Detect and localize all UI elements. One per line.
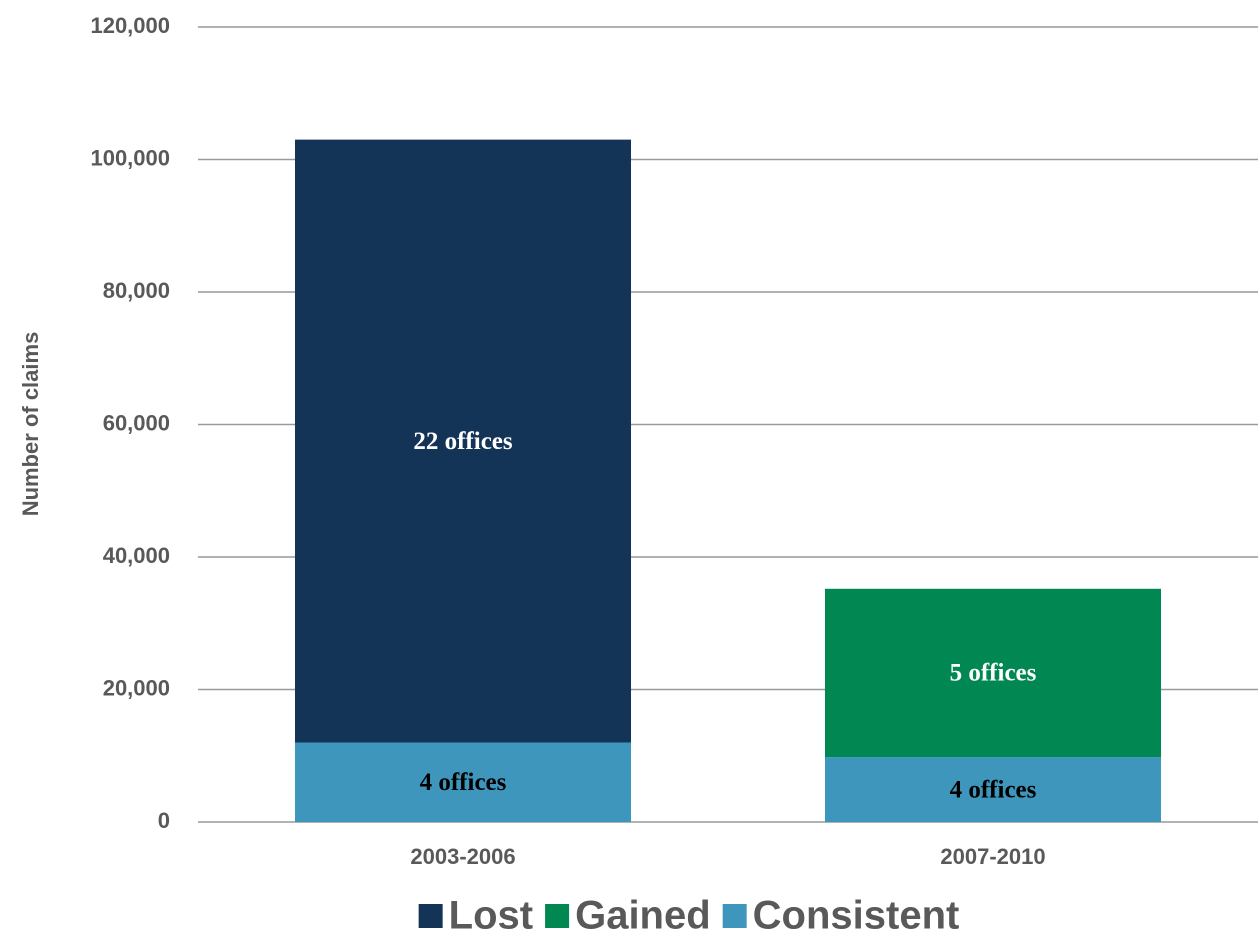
segment-label: 5 offices	[950, 660, 1037, 687]
segment-label: 4 offices	[950, 776, 1037, 803]
bar-segment	[824, 588, 1162, 758]
y-axis-title: Number of claims	[18, 332, 43, 517]
bar-segment	[824, 757, 1162, 822]
legend-swatch	[722, 904, 747, 928]
y-tick-label: 40,000	[103, 543, 170, 568]
y-tick-label: 80,000	[103, 278, 170, 303]
segment-label: 22 offices	[413, 428, 513, 455]
y-tick-label: 20,000	[103, 675, 170, 700]
legend-label: Gained	[575, 894, 711, 938]
y-tick-label: 60,000	[103, 410, 170, 435]
legend-label: Lost	[449, 894, 533, 938]
bar-segment	[294, 742, 632, 822]
legend-swatch	[418, 904, 443, 928]
y-tick-label: 100,000	[90, 145, 170, 170]
y-tick-label: 0	[158, 808, 170, 833]
bar-segment	[294, 139, 632, 743]
x-tick-label: 2003-2006	[410, 844, 515, 869]
legend-swatch	[545, 904, 570, 928]
segment-label: 4 offices	[420, 769, 507, 796]
legend-label: Consistent	[753, 894, 960, 938]
x-tick-label: 2007-2010	[940, 844, 1045, 869]
y-tick-label: 120,000	[90, 13, 170, 38]
